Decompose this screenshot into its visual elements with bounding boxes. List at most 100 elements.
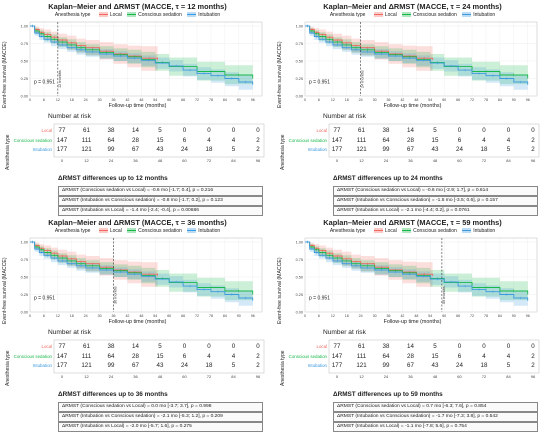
rmst-diff-row-1: ΔRMST (Conscious sedation vs Local) = 0.… (333, 402, 538, 412)
km-plot: 0 6 12 18 24 30 36 42 48 54 60 66 72 78 84 90 960.000.25… (296, 21, 540, 158)
rmst-diff-row-3: ΔRMST (Intubation vs Local) = -2.0 mo [-… (58, 422, 263, 432)
risk-x-tick-label: 60 (457, 158, 462, 163)
x-tick-label: 42 (125, 98, 129, 102)
risk-cell: 2 (531, 352, 535, 360)
risk-row-label: Conscious sedation (288, 353, 327, 359)
legend-item-conscious-sedation: Conscious sedation (127, 12, 182, 18)
rmst-diff-row-1: ΔRMST (Conscious sedation vs Local) = -0… (58, 186, 263, 196)
risk-cell: 0 (182, 343, 187, 350)
risk-table-header: Number at risk (48, 113, 91, 120)
panel-tau-36: 0 6 12 18 24 30 36 42 48 54 60 66 72 78 84 90 96 0.00 0.25… (0, 216, 275, 432)
risk-cell: 64 (107, 136, 115, 144)
risk-cell: 0 (256, 127, 260, 134)
x-tick-label: 66 (181, 314, 185, 318)
risk-cell: 77 (58, 127, 66, 134)
x-tick-label: 72 (195, 98, 199, 102)
risk-cell: 4 (207, 352, 211, 360)
x-tick-label: 84 (223, 314, 227, 318)
x-tick-label: 24 (359, 98, 363, 102)
x-tick-label: 36 (387, 314, 391, 318)
risk-cell: 28 (407, 352, 414, 360)
risk-cell: 4 (231, 136, 236, 144)
x-tick-label: 54 (428, 314, 432, 318)
risk-cell: 5 (158, 343, 162, 350)
legend-title: Anesthesia type (54, 228, 91, 234)
x-tick-label: 12 (56, 98, 60, 102)
y-tick-label: 0.25 (21, 77, 28, 81)
x-tick-label: 90 (237, 314, 241, 318)
x-tick-label: 84 (223, 98, 227, 102)
risk-cell: 177 (331, 146, 343, 153)
x-tick-label: 24 (84, 98, 88, 102)
risk-cell: 67 (132, 146, 139, 153)
risk-cell: 111 (356, 136, 367, 144)
risk-x-tick-label: 84 (231, 158, 236, 163)
risk-cell: 2 (256, 362, 260, 369)
risk-row-label: Intubation (32, 363, 52, 368)
plot-area (304, 237, 538, 313)
risk-cell: 177 (56, 146, 68, 153)
y-tick-label: 0.50 (21, 59, 28, 63)
risk-x-tick-label: 12 (84, 158, 89, 163)
legend-item-intubation: Intubation (462, 12, 495, 18)
risk-x-tick-label: 48 (157, 374, 163, 379)
x-tick-label: 12 (331, 314, 335, 318)
risk-cell: 38 (382, 343, 390, 350)
x-tick-label: 30 (373, 314, 377, 318)
risk-table-header: Number at risk (323, 113, 366, 120)
risk-cell: 43 (431, 146, 439, 153)
x-tick-label: 54 (153, 314, 157, 318)
panel-tau-59: 0 6 12 18 24 30 36 42 48 54 60 66 72 78 84 90 96 0.00 0.25… (275, 216, 550, 432)
risk-cell: 28 (132, 352, 139, 360)
legend: Anesthesia type Local Conscious sedation… (0, 12, 275, 18)
risk-cell: 111 (81, 136, 92, 144)
risk-cell: 18 (480, 146, 488, 153)
risk-x-tick-label: 0 (335, 374, 339, 379)
x-tick-label: 96 (251, 98, 255, 102)
risk-cell: 147 (331, 136, 343, 144)
risk-cell: 14 (132, 343, 139, 350)
risk-table-header: Number at risk (48, 329, 91, 336)
risk-x-tick-label: 12 (359, 158, 364, 163)
risk-cell: 4 (482, 136, 486, 144)
risk-x-tick-label: 84 (506, 158, 511, 163)
x-tick-label: 6 (318, 314, 320, 318)
rmst-diff-row-1: ΔRMST (Conscious sedation vs Local) = 0.… (58, 402, 263, 412)
risk-x-tick-label: 36 (408, 158, 413, 163)
risk-row-label: Local (41, 344, 53, 349)
risk-cell: 28 (132, 136, 139, 144)
risk-row-label: Conscious sedation (13, 353, 52, 359)
rmst-diff-row-1: ΔRMST (Conscious sedation vs Local) = -0… (333, 186, 538, 196)
x-tick-label: 96 (251, 314, 255, 318)
legend-item-conscious-sedation: Conscious sedation (127, 228, 182, 234)
x-tick-label: 18 (70, 314, 74, 318)
risk-cell: 0 (231, 343, 236, 350)
y-tick-label: 0.50 (296, 275, 303, 279)
risk-cell: 99 (107, 146, 115, 153)
y-tick-label: 0.25 (296, 293, 303, 297)
risk-x-tick-label: 72 (481, 158, 487, 163)
km-curve-intubation (305, 25, 529, 85)
risk-row-label: Conscious sedation (288, 137, 327, 143)
legend: Anesthesia type Local Conscious sedation… (275, 12, 550, 18)
risk-table-box (328, 123, 540, 158)
km-curve-conscious (30, 25, 254, 79)
y-tick-label: 1.00 (296, 240, 303, 244)
risk-cell: 77 (333, 343, 341, 350)
p-value: p = 0.951 (309, 79, 330, 85)
risk-cell: 0 (531, 343, 535, 350)
y-tick-label: 0.75 (296, 258, 303, 262)
risk-x-tick-label: 24 (383, 374, 389, 379)
tau-label: 12 months (58, 70, 62, 88)
x-tick-label: 6 (43, 314, 45, 318)
x-tick-label: 60 (167, 314, 171, 318)
km-curve-intubation (30, 241, 254, 301)
y-tick-label: 1.00 (296, 24, 303, 28)
y-tick-label: 0.25 (21, 293, 28, 297)
risk-cell: 99 (382, 362, 390, 369)
x-tick-label: 24 (84, 314, 88, 318)
risk-cell: 15 (156, 352, 164, 360)
x-tick-label: 72 (470, 314, 474, 318)
risk-cell: 147 (331, 352, 343, 360)
x-tick-label: 66 (456, 98, 460, 102)
